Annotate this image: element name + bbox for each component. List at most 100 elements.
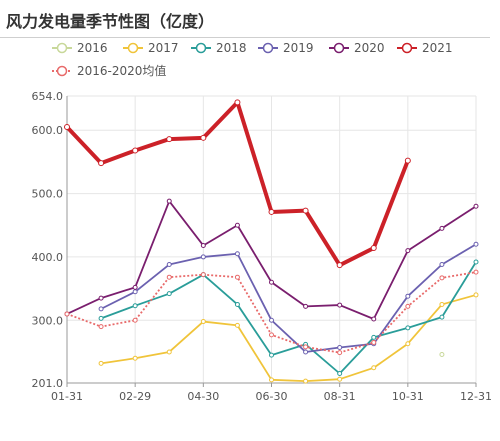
series-line [100, 261, 477, 375]
series-2019 [98, 241, 479, 355]
data-point [371, 316, 377, 322]
legend-label: 2017 [148, 41, 179, 55]
data-point [303, 303, 309, 309]
grid-lines [66, 95, 477, 384]
x-tick-label: 04-30 [187, 390, 219, 403]
data-point [303, 344, 309, 350]
data-point [337, 350, 343, 356]
data-point [405, 303, 411, 309]
data-point [405, 248, 411, 254]
legend-item-2021[interactable]: 2021 [397, 41, 453, 55]
data-point [234, 274, 240, 280]
data-point [269, 352, 274, 358]
data-point [132, 317, 138, 323]
data-point [98, 315, 104, 321]
data-point [337, 302, 343, 308]
data-point [371, 365, 377, 371]
data-point [166, 262, 172, 268]
legend-item-2020[interactable]: 2020 [329, 41, 385, 55]
series-2016-2020均值 [64, 269, 479, 356]
data-point [269, 279, 274, 285]
axes: 201.0 300.0 400.0 500.0 600.0 654.0 01-31 02-29… [32, 90, 492, 403]
legend-label: 2016-2020均值 [77, 63, 166, 78]
legend-swatch-marker [401, 42, 413, 54]
series-2021 [64, 99, 411, 269]
data-point [303, 349, 309, 355]
data-point [268, 208, 275, 215]
legend-label: 2019 [283, 41, 314, 55]
legend-item-2018[interactable]: 2018 [191, 41, 247, 55]
data-point [98, 160, 105, 167]
x-tick-label: 01-31 [51, 390, 83, 403]
legend-item-2016[interactable]: 2016 [52, 41, 108, 55]
data-point [269, 377, 274, 383]
data-point [166, 198, 172, 204]
data-point [200, 243, 206, 249]
data-point [439, 314, 445, 320]
data-point [166, 349, 172, 355]
data-point [439, 275, 445, 281]
series-line [100, 243, 477, 353]
data-point [200, 254, 206, 260]
data-point [132, 289, 138, 295]
data-point [439, 351, 445, 357]
legend-item-2016-2020均值[interactable]: 2016-2020均值 [52, 63, 166, 78]
legend-swatch-marker [195, 42, 207, 54]
x-tick-label: 08-31 [324, 390, 356, 403]
data-point [234, 251, 240, 257]
data-point [269, 317, 274, 323]
data-point [166, 291, 172, 297]
x-tick-label: 06-30 [256, 390, 288, 403]
x-tick-label: 10-31 [392, 390, 424, 403]
data-point [234, 222, 240, 228]
data-point [200, 319, 206, 325]
chart-title: 风力发电量季节性图（亿度） [6, 12, 215, 31]
data-point [337, 370, 343, 376]
data-point [132, 355, 138, 361]
data-point [64, 311, 70, 317]
data-point [234, 301, 240, 307]
data-point [405, 293, 411, 299]
data-point [337, 345, 343, 351]
data-point [200, 134, 207, 141]
legend-swatch-marker [56, 42, 68, 54]
data-point [439, 225, 445, 231]
legend-item-2017[interactable]: 2017 [123, 41, 179, 55]
data-point [64, 124, 70, 131]
series-2016 [439, 351, 445, 357]
y-tick-label: 654.0 [32, 90, 64, 103]
series-line [100, 294, 477, 382]
data-point [98, 295, 104, 301]
title-divider [0, 37, 490, 38]
data-point [473, 269, 479, 275]
legend-swatch-marker [56, 65, 68, 77]
legend-swatch-marker [333, 42, 345, 54]
data-point [98, 324, 104, 330]
data-point [439, 301, 445, 307]
data-point [200, 272, 206, 278]
data-point [166, 136, 173, 143]
series-2018 [98, 259, 479, 376]
data-point [234, 99, 241, 106]
data-point [166, 274, 172, 280]
data-point [269, 332, 274, 338]
data-point [303, 378, 309, 384]
legend-label: 2020 [354, 41, 385, 55]
y-tick-label: 400.0 [32, 251, 64, 264]
legend-swatch-marker [127, 42, 139, 54]
data-point [371, 339, 377, 345]
legend-item-2019[interactable]: 2019 [258, 41, 314, 55]
data-point [405, 325, 411, 331]
data-point [98, 360, 104, 366]
data-point [439, 262, 445, 268]
data-point [337, 376, 343, 382]
data-point [234, 322, 240, 328]
data-point [473, 241, 479, 247]
y-tick-label: 500.0 [32, 188, 64, 201]
data-point [404, 157, 411, 164]
data-point [132, 303, 138, 309]
legend-label: 2021 [422, 41, 453, 55]
legend-label: 2016 [77, 41, 108, 55]
data-point [336, 262, 343, 269]
